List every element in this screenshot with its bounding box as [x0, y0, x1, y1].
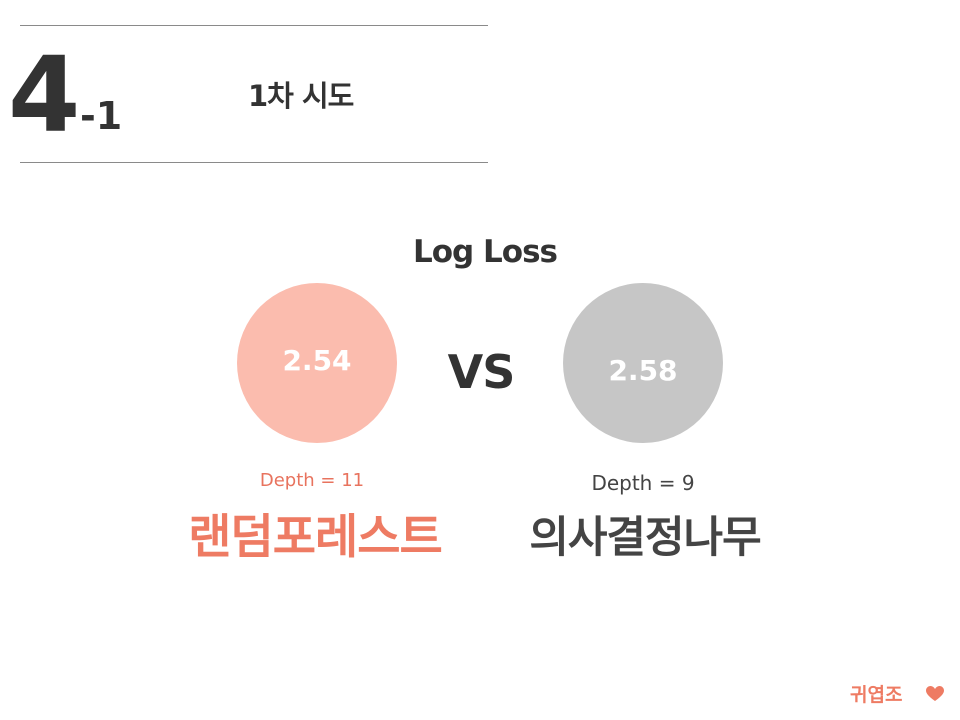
right-score-value: 2.58: [608, 353, 678, 387]
heart-icon: [926, 686, 944, 701]
metric-title: Log Loss: [413, 234, 558, 270]
left-model-name: 랜덤포레스트: [188, 510, 442, 565]
team-name: 귀엽조: [850, 684, 903, 706]
left-score-circle: 2.54: [237, 283, 397, 443]
right-depth-label: Depth = 9: [591, 471, 695, 495]
section-number: 4: [8, 34, 80, 156]
left-depth-label: Depth = 11: [259, 470, 365, 491]
right-model-name: 의사결정나무: [529, 513, 761, 563]
header-top-rule: [20, 25, 488, 26]
header-bottom-rule: [20, 162, 488, 163]
left-score-value: 2.54: [282, 343, 352, 377]
vs-label: VS: [447, 345, 516, 399]
section-subnumber: -1: [80, 94, 123, 138]
right-score-circle: 2.58: [563, 283, 723, 443]
section-title: 1차 시도: [248, 79, 354, 113]
